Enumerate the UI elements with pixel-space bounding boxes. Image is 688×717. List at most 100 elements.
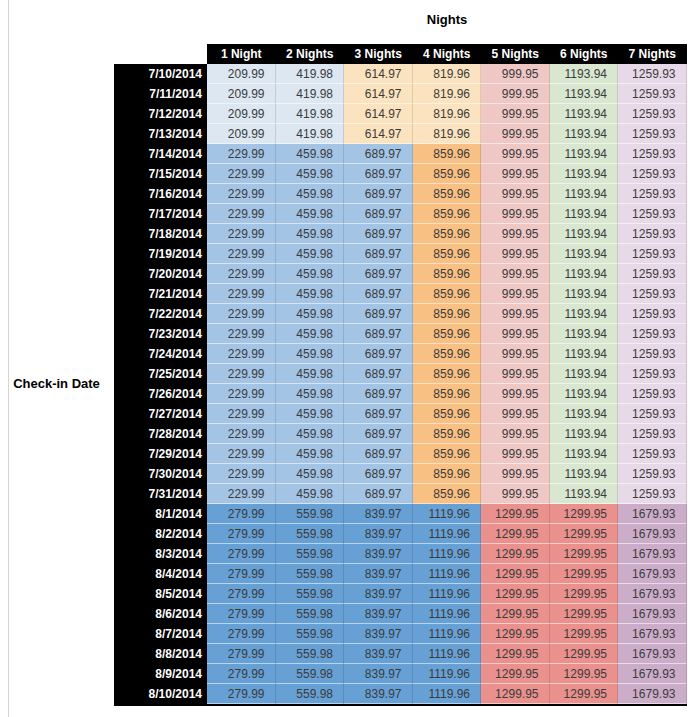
price-cell: 1259.93 xyxy=(618,84,687,104)
price-cell: 279.99 xyxy=(207,544,276,564)
price-cell: 419.98 xyxy=(276,104,345,124)
row-date: 7/20/2014 xyxy=(114,264,207,284)
price-cell: 459.98 xyxy=(276,204,345,224)
row-date: 7/18/2014 xyxy=(114,224,207,244)
price-cell: 1259.93 xyxy=(618,244,687,264)
price-cell: 229.99 xyxy=(207,364,276,384)
price-cell: 1193.94 xyxy=(550,84,619,104)
price-cell: 999.95 xyxy=(481,264,550,284)
price-cell: 1193.94 xyxy=(550,424,619,444)
price-cell: 1259.93 xyxy=(618,224,687,244)
price-cell: 279.99 xyxy=(207,684,276,704)
price-cell: 1193.94 xyxy=(550,464,619,484)
price-cell: 999.95 xyxy=(481,384,550,404)
price-cell: 1259.93 xyxy=(618,144,687,164)
price-cell: 1193.94 xyxy=(550,364,619,384)
price-cell: 459.98 xyxy=(276,164,345,184)
column-header: 3 Nights xyxy=(344,44,413,64)
price-cell: 859.96 xyxy=(413,304,482,324)
price-cell: 999.95 xyxy=(481,444,550,464)
price-cell: 229.99 xyxy=(207,484,276,504)
price-cell: 209.99 xyxy=(207,64,276,84)
price-cell: 1299.95 xyxy=(550,684,619,704)
price-cell: 1193.94 xyxy=(550,324,619,344)
price-cell: 1193.94 xyxy=(550,304,619,324)
price-cell: 859.96 xyxy=(413,404,482,424)
pricing-table: 1 Night2 Nights3 Nights4 Nights5 Nights6… xyxy=(114,44,687,706)
price-cell: 1259.93 xyxy=(618,464,687,484)
price-cell: 459.98 xyxy=(276,304,345,324)
price-cell: 819.96 xyxy=(413,64,482,84)
price-cell: 689.97 xyxy=(344,484,413,504)
price-cell: 999.95 xyxy=(481,184,550,204)
row-date: 7/26/2014 xyxy=(114,384,207,404)
price-cell: 459.98 xyxy=(276,244,345,264)
price-cell: 459.98 xyxy=(276,184,345,204)
price-cell: 689.97 xyxy=(344,264,413,284)
price-cell: 559.98 xyxy=(276,684,345,704)
price-cell: 1679.93 xyxy=(618,524,687,544)
column-header: 6 Nights xyxy=(550,44,619,64)
price-cell: 1119.96 xyxy=(413,524,482,544)
price-cell: 1259.93 xyxy=(618,484,687,504)
row-date: 7/28/2014 xyxy=(114,424,207,444)
row-date: 7/25/2014 xyxy=(114,364,207,384)
price-cell: 1679.93 xyxy=(618,684,687,704)
price-cell: 279.99 xyxy=(207,604,276,624)
price-cell: 1193.94 xyxy=(550,164,619,184)
price-cell: 279.99 xyxy=(207,644,276,664)
price-cell: 689.97 xyxy=(344,184,413,204)
row-date: 8/4/2014 xyxy=(114,564,207,584)
price-cell: 1259.93 xyxy=(618,424,687,444)
price-cell: 229.99 xyxy=(207,304,276,324)
price-cell: 559.98 xyxy=(276,564,345,584)
price-cell: 229.99 xyxy=(207,224,276,244)
row-date: 7/29/2014 xyxy=(114,444,207,464)
price-cell: 819.96 xyxy=(413,84,482,104)
price-cell: 689.97 xyxy=(344,204,413,224)
price-cell: 999.95 xyxy=(481,464,550,484)
price-cell: 999.95 xyxy=(481,224,550,244)
price-cell: 1259.93 xyxy=(618,264,687,284)
price-cell: 1299.95 xyxy=(550,524,619,544)
price-cell: 459.98 xyxy=(276,344,345,364)
price-cell: 689.97 xyxy=(344,144,413,164)
price-cell: 999.95 xyxy=(481,204,550,224)
price-cell: 999.95 xyxy=(481,344,550,364)
row-date: 7/13/2014 xyxy=(114,124,207,144)
price-cell: 689.97 xyxy=(344,344,413,364)
price-cell: 1679.93 xyxy=(618,604,687,624)
price-cell: 229.99 xyxy=(207,264,276,284)
price-cell: 1679.93 xyxy=(618,624,687,644)
spreadsheet-view: Nights Check-in Date 1 Night2 Nights3 Ni… xyxy=(0,0,688,717)
price-cell: 559.98 xyxy=(276,584,345,604)
row-date: 8/5/2014 xyxy=(114,584,207,604)
price-cell: 689.97 xyxy=(344,404,413,424)
price-cell: 1259.93 xyxy=(618,104,687,124)
price-cell: 1119.96 xyxy=(413,564,482,584)
row-date: 7/10/2014 xyxy=(114,64,207,84)
row-date: 8/7/2014 xyxy=(114,624,207,644)
price-cell: 459.98 xyxy=(276,264,345,284)
row-date: 7/21/2014 xyxy=(114,284,207,304)
price-cell: 1299.95 xyxy=(550,504,619,524)
price-cell: 1299.95 xyxy=(550,584,619,604)
price-cell: 1679.93 xyxy=(618,504,687,524)
price-cell: 859.96 xyxy=(413,324,482,344)
price-cell: 859.96 xyxy=(413,424,482,444)
price-cell: 1193.94 xyxy=(550,204,619,224)
price-cell: 1299.95 xyxy=(550,564,619,584)
row-date: 8/3/2014 xyxy=(114,544,207,564)
price-cell: 279.99 xyxy=(207,624,276,644)
price-cell: 614.97 xyxy=(344,104,413,124)
price-cell: 229.99 xyxy=(207,204,276,224)
price-cell: 1299.95 xyxy=(550,624,619,644)
price-cell: 229.99 xyxy=(207,244,276,264)
row-date: 8/6/2014 xyxy=(114,604,207,624)
price-cell: 459.98 xyxy=(276,424,345,444)
price-cell: 689.97 xyxy=(344,164,413,184)
price-cell: 689.97 xyxy=(344,364,413,384)
price-cell: 1193.94 xyxy=(550,344,619,364)
price-cell: 229.99 xyxy=(207,404,276,424)
price-cell: 859.96 xyxy=(413,484,482,504)
